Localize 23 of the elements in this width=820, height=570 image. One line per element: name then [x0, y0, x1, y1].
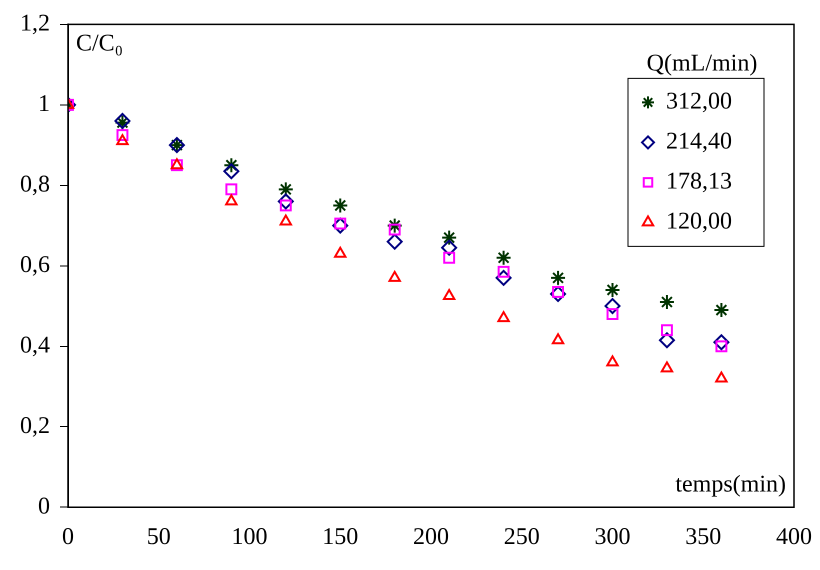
y-tick-label: 0,4 — [20, 332, 50, 359]
legend-title: Q(mL/min) — [646, 50, 758, 77]
legend-label: 214,40 — [666, 128, 732, 155]
y-tick-label: 0,6 — [20, 252, 50, 278]
x-tick-label: 150 — [322, 524, 358, 550]
x-tick-label: 350 — [685, 524, 722, 550]
x-tick-label: 200 — [413, 524, 449, 550]
x-tick-label: 250 — [504, 524, 540, 550]
y-tick-label: 0,2 — [20, 413, 50, 440]
y-tick-label: 1 — [38, 91, 50, 118]
legend-label: 312,00 — [666, 88, 732, 115]
x-tick-label: 300 — [594, 524, 630, 550]
legend-label: 120,00 — [666, 208, 732, 235]
x-axis-title: temps(min) — [675, 471, 786, 498]
y-tick-label: 1,2 — [20, 10, 50, 37]
x-tick-label: 100 — [232, 524, 268, 550]
x-tick-label: 400 — [776, 524, 812, 550]
y-axis-title: C/C₀ — [76, 30, 124, 57]
y-tick-label: 0,8 — [20, 172, 50, 198]
y-tick-label: 0 — [38, 493, 50, 520]
x-tick-label: 0 — [62, 524, 74, 550]
legend-label: 178,13 — [666, 168, 732, 195]
x-tick-label: 50 — [146, 524, 171, 550]
